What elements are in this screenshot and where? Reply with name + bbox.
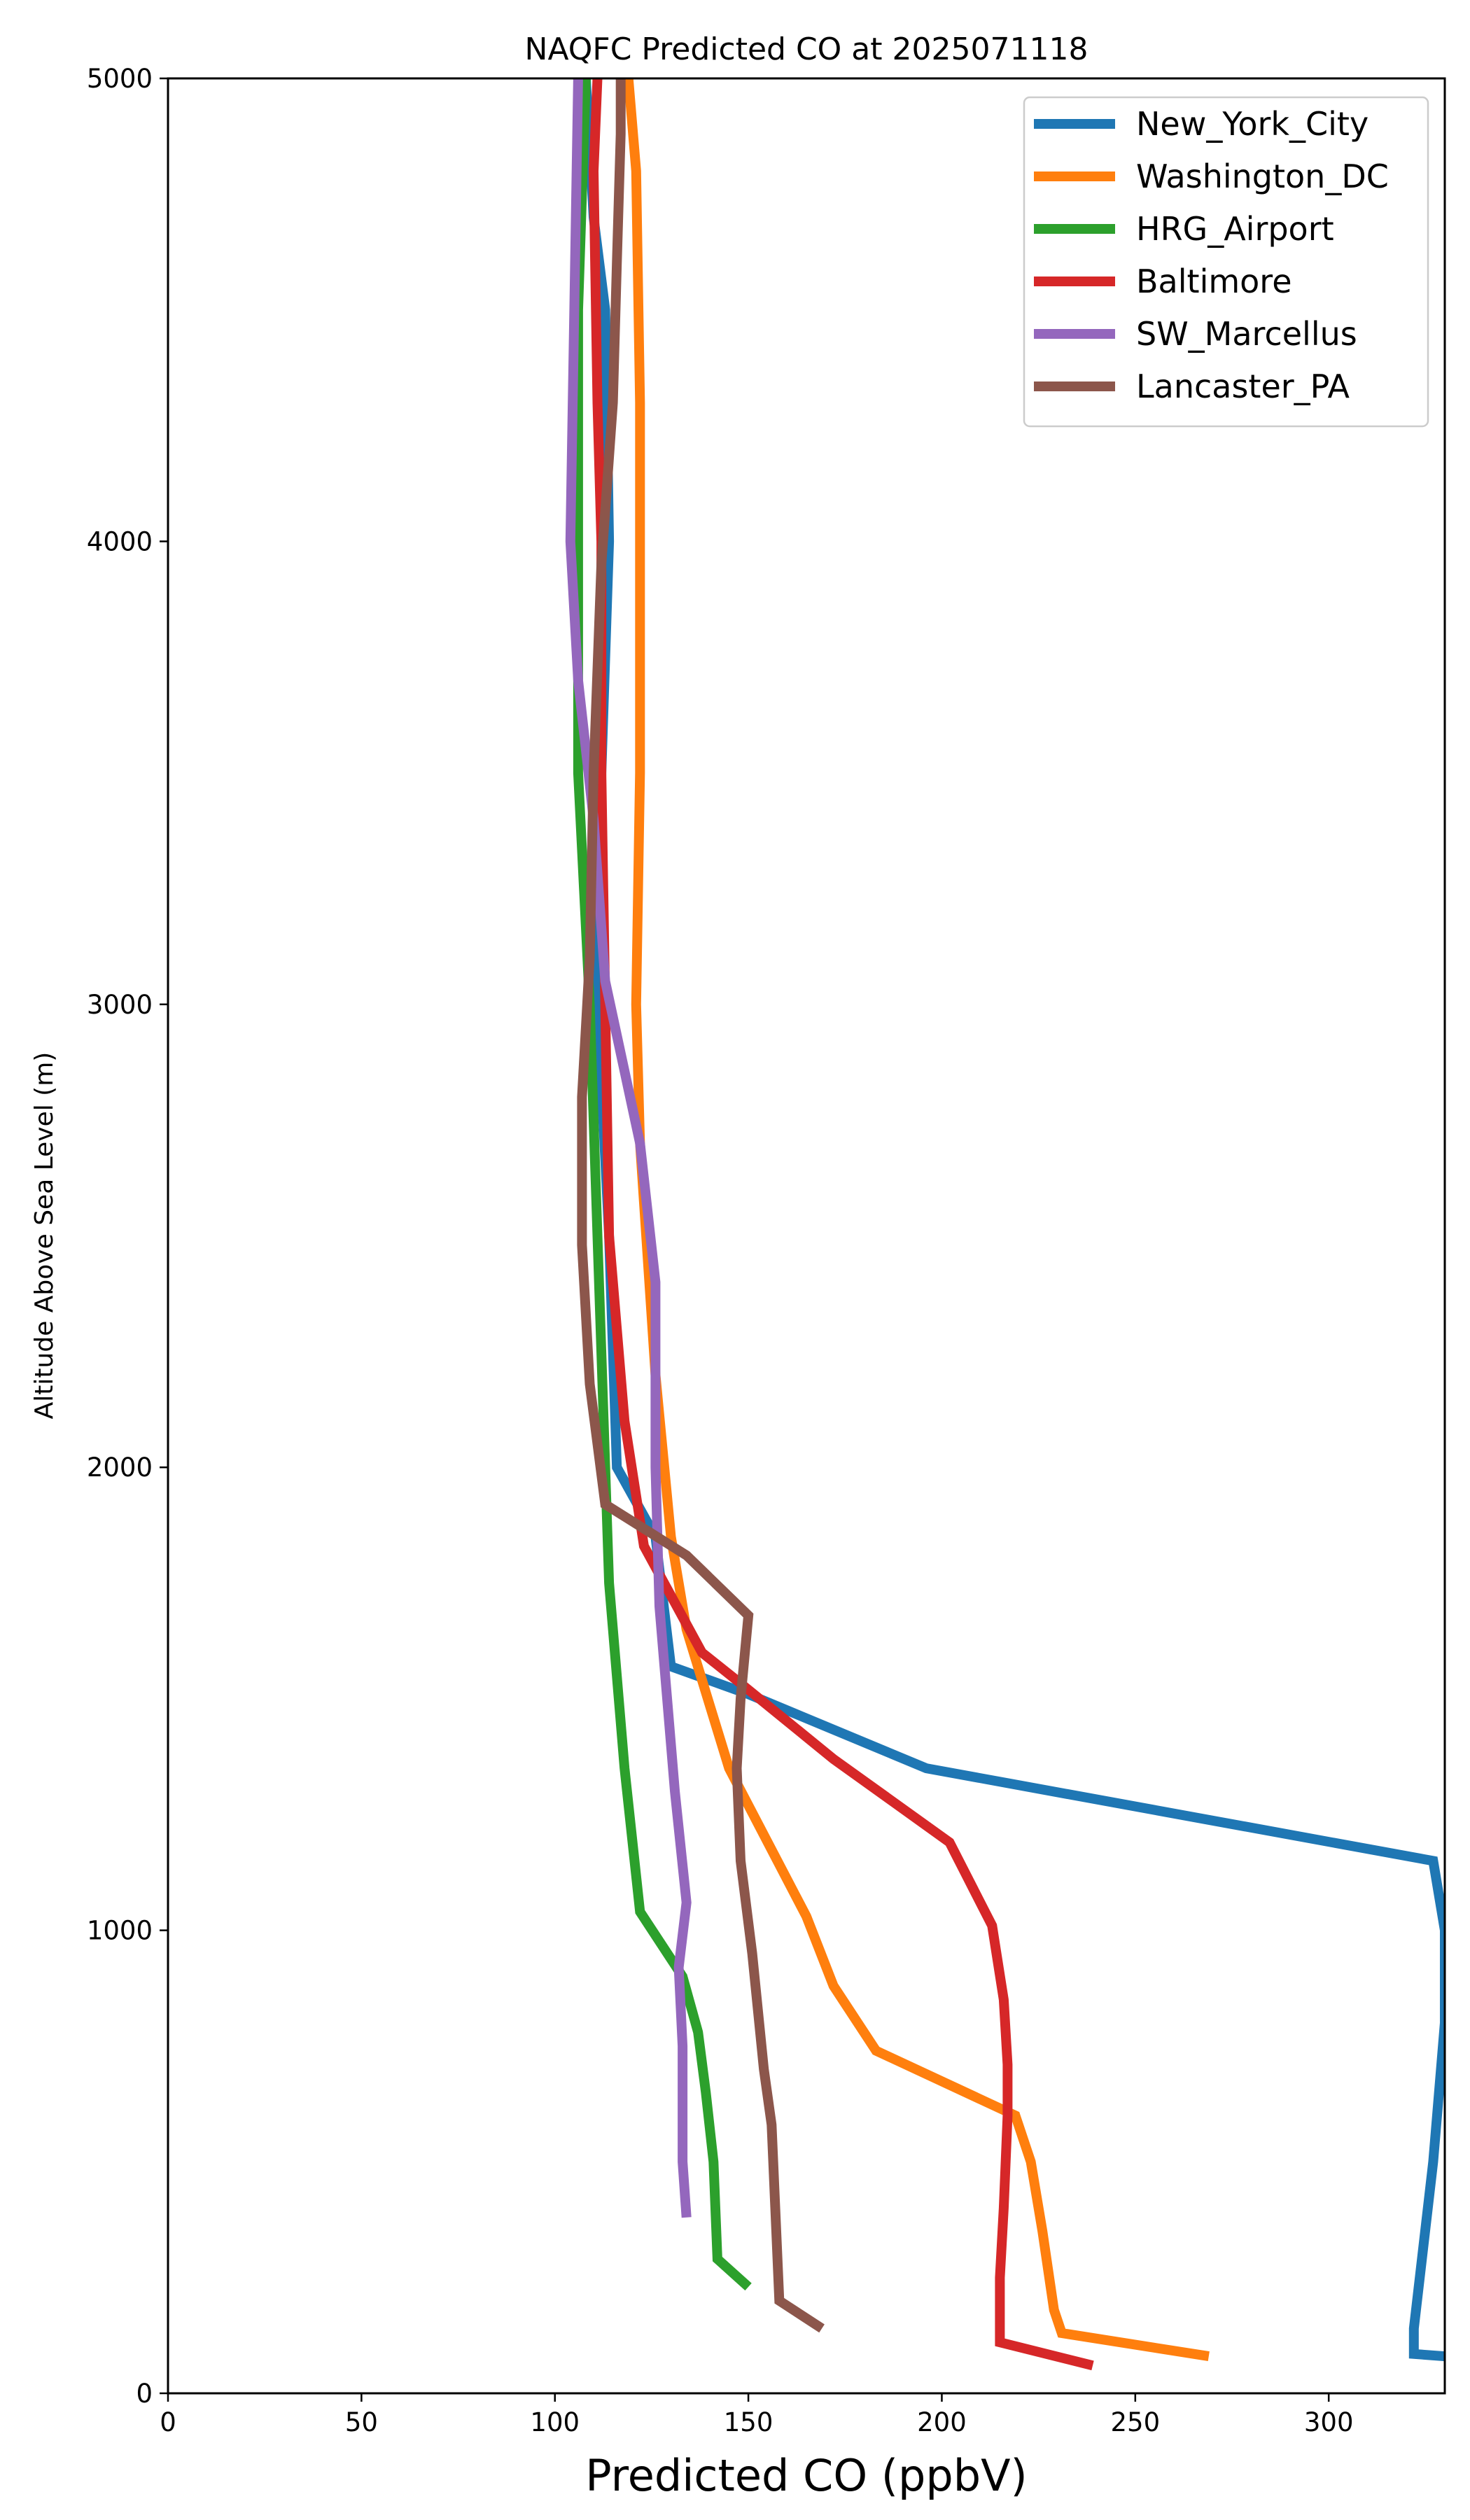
x-tick-label: 150: [724, 2407, 774, 2437]
legend-label: Lancaster_PA: [1136, 368, 1350, 405]
y-tick-label: 1000: [87, 1916, 153, 1946]
y-axis: 0 1000 2000 3000 4000 5000: [87, 64, 168, 2409]
x-tick-label: 250: [1111, 2407, 1161, 2437]
x-axis-label: Predicted CO (ppbV): [585, 2450, 1027, 2501]
y-tick-label: 5000: [87, 64, 153, 94]
series-line-sw-marcellus: [565, 78, 692, 2218]
plot-frame: [167, 77, 1446, 2395]
legend-label: Baltimore: [1136, 262, 1292, 300]
series-line-washington-dc: [623, 78, 1210, 2362]
legend-label: Washington_DC: [1136, 158, 1389, 195]
series-line-new-york-city: [580, 78, 1445, 2362]
legend-box: [1023, 96, 1429, 428]
x-axis: 0 50 100 150 200 250 300: [160, 2393, 1353, 2437]
y-tick-label: 4000: [87, 526, 153, 556]
legend-label: SW_Marcellus: [1136, 315, 1357, 353]
y-axis-label: Altitude Above Sea Level (m): [30, 1052, 59, 1420]
x-tick-label: 50: [345, 2407, 378, 2437]
series-layer: [565, 78, 1445, 2371]
chart-title: NAQFC Predicted CO at 2025071118: [525, 31, 1088, 67]
chart-legend: New_York_City Washington_DC HRG_Airport Bal…: [1023, 96, 1429, 428]
y-tick-label: 3000: [87, 990, 153, 1020]
x-tick-label: 200: [917, 2407, 967, 2437]
y-tick-label: 2000: [87, 1452, 153, 1483]
legend-label: HRG_Airport: [1136, 210, 1334, 248]
series-line-lancaster-pa: [577, 78, 825, 2333]
x-tick-label: 0: [160, 2407, 176, 2437]
x-tick-label: 100: [530, 2407, 580, 2437]
x-tick-label: 300: [1304, 2407, 1354, 2437]
legend-label: New_York_City: [1136, 105, 1368, 143]
y-tick-label: 0: [136, 2379, 153, 2409]
